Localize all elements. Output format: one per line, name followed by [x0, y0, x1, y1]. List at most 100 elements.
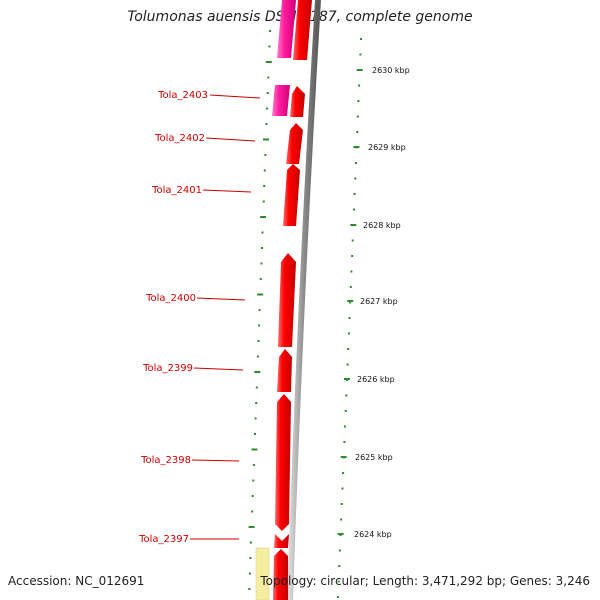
minor-tick	[254, 433, 256, 435]
scale-tick-column	[337, 38, 363, 598]
minor-tick	[257, 293, 264, 296]
minor-tick	[254, 371, 261, 373]
scale-label: 2630 kbp	[372, 66, 410, 75]
minor-tick	[265, 61, 272, 63]
scale-label: 2629 kbp	[368, 143, 406, 152]
minor-tick	[263, 169, 266, 172]
minor-tick	[356, 131, 359, 133]
minor-tick	[354, 177, 357, 180]
gene-arrow	[293, 0, 312, 60]
minor-tick	[268, 45, 271, 48]
minor-tick	[356, 115, 359, 118]
minor-tick	[252, 464, 255, 466]
minor-tick	[259, 278, 262, 280]
scale-label: 2625 kbp	[355, 453, 393, 462]
gene-arrow	[290, 86, 305, 117]
scale-label: 2628 kbp	[363, 221, 401, 230]
minor-tick	[252, 479, 255, 482]
minor-tick	[260, 216, 267, 218]
minor-tick	[338, 565, 341, 567]
minor-tick	[251, 510, 254, 513]
gene-arrow	[275, 394, 291, 531]
minor-tick	[341, 487, 344, 490]
major-tick	[356, 69, 363, 71]
minor-tick	[250, 541, 252, 544]
minor-tick	[251, 448, 258, 451]
minor-tick	[264, 154, 267, 156]
minor-tick	[344, 410, 347, 412]
minor-tick	[258, 324, 261, 327]
minor-tick	[269, 30, 271, 32]
minor-tick	[351, 255, 354, 257]
gene-arrow	[277, 349, 292, 392]
gene-arrow	[283, 164, 300, 226]
minor-tick	[251, 495, 254, 497]
major-tick	[337, 533, 344, 535]
gene-label: Tola_2403	[157, 90, 208, 101]
minor-tick	[354, 162, 357, 164]
minor-tick	[348, 317, 351, 319]
gene-arrow	[278, 253, 296, 347]
minor-tick	[343, 441, 346, 443]
minor-tick	[255, 402, 258, 404]
minor-tick	[260, 247, 263, 249]
minor-tick	[266, 107, 269, 110]
minor-tick	[255, 386, 258, 389]
minor-tick	[347, 332, 350, 335]
scale-label: 2626 kbp	[357, 375, 395, 384]
gene-arrow	[273, 549, 288, 600]
scale-label: 2627 kbp	[360, 297, 398, 306]
accession-text: Accession: NC_012691	[8, 574, 145, 588]
gene-label-leaders	[190, 94, 261, 540]
minor-tick	[340, 503, 343, 505]
minor-tick	[360, 38, 362, 40]
minor-tick	[257, 340, 260, 342]
gene-arrow	[274, 534, 289, 548]
minor-tick	[350, 270, 353, 273]
minor-tick	[258, 309, 261, 311]
minor-tick	[342, 472, 345, 474]
gene-arrow	[286, 123, 303, 164]
gene-label: Tola_2400	[145, 293, 196, 304]
gene-label: Tola_2397	[138, 534, 189, 545]
major-tick	[350, 224, 357, 226]
minor-tick	[249, 557, 252, 559]
minor-tick	[262, 200, 265, 203]
minor-tick	[359, 53, 362, 56]
minor-tick	[260, 262, 263, 265]
minor-tick	[263, 185, 266, 187]
minor-tick	[358, 84, 361, 87]
minor-tick	[248, 526, 255, 528]
minor-tick	[353, 193, 356, 195]
major-tick	[340, 456, 347, 458]
minor-tick	[337, 580, 340, 583]
pink-feature	[272, 85, 290, 116]
minor-tick	[349, 286, 352, 288]
minor-tick	[345, 394, 348, 397]
gene-label: Tola_2398	[140, 455, 191, 466]
minor-tick	[349, 301, 352, 304]
minor-tick	[265, 123, 268, 125]
gene-label: Tola_2401	[151, 185, 202, 196]
minor-tick	[266, 92, 269, 94]
pink-feature	[277, 0, 296, 58]
gene-label: Tola_2399	[142, 363, 193, 374]
minor-tick	[261, 231, 264, 234]
minor-tick	[351, 239, 354, 242]
minor-tick	[248, 572, 251, 575]
minor-tick-column	[248, 30, 272, 590]
genome-summary-text: Topology: circular; Length: 3,471,292 bp…	[260, 574, 590, 588]
minor-tick	[344, 425, 346, 428]
major-tick	[347, 300, 354, 302]
minor-tick	[337, 596, 339, 598]
minor-tick	[353, 208, 355, 211]
scale-label: 2624 kbp	[354, 530, 392, 539]
minor-tick	[357, 100, 360, 102]
minor-tick	[346, 363, 349, 366]
genome-backbone	[287, 0, 321, 600]
minor-tick	[256, 355, 259, 358]
yellow-feature	[255, 547, 270, 600]
minor-tick	[263, 138, 269, 141]
minor-tick	[347, 348, 350, 350]
